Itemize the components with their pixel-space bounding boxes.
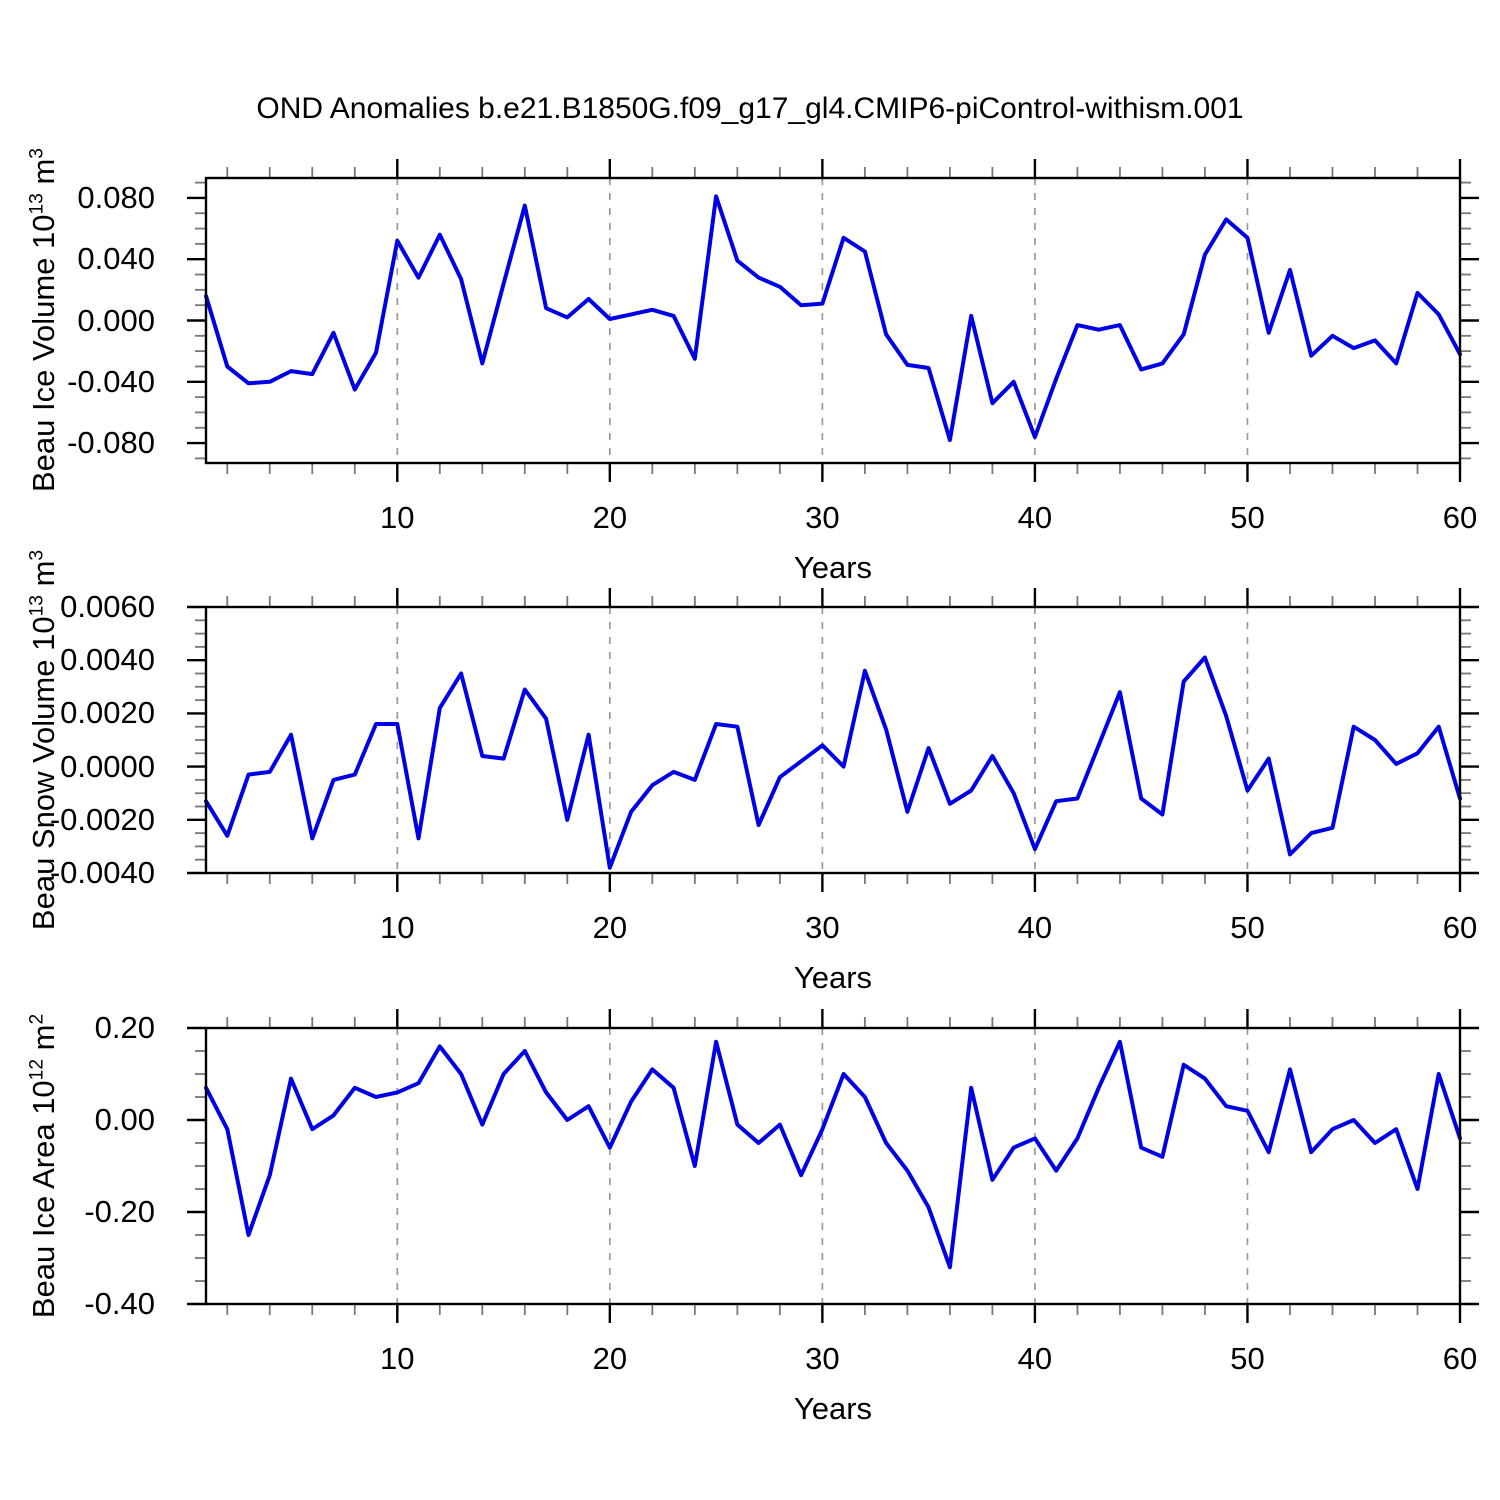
y-tick-label: -0.20 xyxy=(84,1194,155,1229)
y-tick-label: 0.00 xyxy=(94,1102,155,1137)
y-axis-label-unit-exponent: 3 xyxy=(26,148,48,159)
x-axis-title: Years xyxy=(793,960,873,995)
x-tick-label: 30 xyxy=(805,910,840,945)
y-tick-label: 0.0060 xyxy=(60,589,155,624)
x-tick-label: 10 xyxy=(380,1341,415,1376)
y-axis-label-unit-exponent: 3 xyxy=(26,549,48,561)
series-line-beau-ice-area xyxy=(204,1039,1462,1270)
x-tick-label: 60 xyxy=(1442,1341,1478,1376)
series-line-beau-snow-volume xyxy=(204,655,1462,870)
y-tick-label: 0.0020 xyxy=(60,695,155,731)
y-tick-label: -0.040 xyxy=(67,363,155,399)
x-tick-label: 60 xyxy=(1442,500,1478,535)
y-tick-label: 0.000 xyxy=(77,302,155,338)
chart-title: OND Anomalies b.e21.B1850G.f09_g17_gl4.C… xyxy=(256,92,1244,125)
x-tick-label: 40 xyxy=(1017,1341,1053,1376)
y-tick-label: -0.080 xyxy=(67,425,155,461)
y-tick-label: 0.080 xyxy=(77,179,155,215)
y-tick-label: 0.040 xyxy=(77,241,155,277)
x-tick-label: 60 xyxy=(1442,910,1478,945)
x-tick-label: 10 xyxy=(380,500,415,535)
x-tick-label: 20 xyxy=(592,1341,628,1376)
x-tick-label: 50 xyxy=(1230,1341,1265,1376)
x-tick-label: 50 xyxy=(1230,500,1265,535)
y-tick-label: 0.20 xyxy=(94,1010,155,1045)
y-axis-label-exponent: 12 xyxy=(26,1058,48,1081)
y-tick-label: 0.0000 xyxy=(60,748,155,784)
plot-frame-beau-ice-volume xyxy=(204,176,1462,465)
x-tick-label: 20 xyxy=(592,500,628,535)
x-axis-title: Years xyxy=(793,1391,873,1426)
plot-frame-beau-ice-area xyxy=(204,1026,1462,1306)
x-tick-label: 10 xyxy=(380,910,415,945)
plot-frame-beau-snow-volume xyxy=(204,605,1462,875)
y-tick-label: -0.40 xyxy=(84,1286,155,1321)
y-axis-label-ice-area: Beau Ice Area 1012 m2 xyxy=(26,1014,62,1318)
series-line-beau-ice-volume xyxy=(204,194,1462,442)
x-tick-label: 20 xyxy=(592,910,628,945)
x-tick-label: 40 xyxy=(1017,500,1053,535)
y-tick-label: 0.0040 xyxy=(60,642,155,678)
x-tick-label: 40 xyxy=(1017,910,1053,945)
y-tick-label: -0.0040 xyxy=(49,855,155,890)
x-tick-label: 50 xyxy=(1230,910,1265,945)
y-tick-label: -0.0020 xyxy=(49,801,155,837)
x-axis-title: Years xyxy=(793,550,873,585)
x-tick-label: 30 xyxy=(805,500,840,535)
x-tick-label: 30 xyxy=(805,1341,840,1376)
